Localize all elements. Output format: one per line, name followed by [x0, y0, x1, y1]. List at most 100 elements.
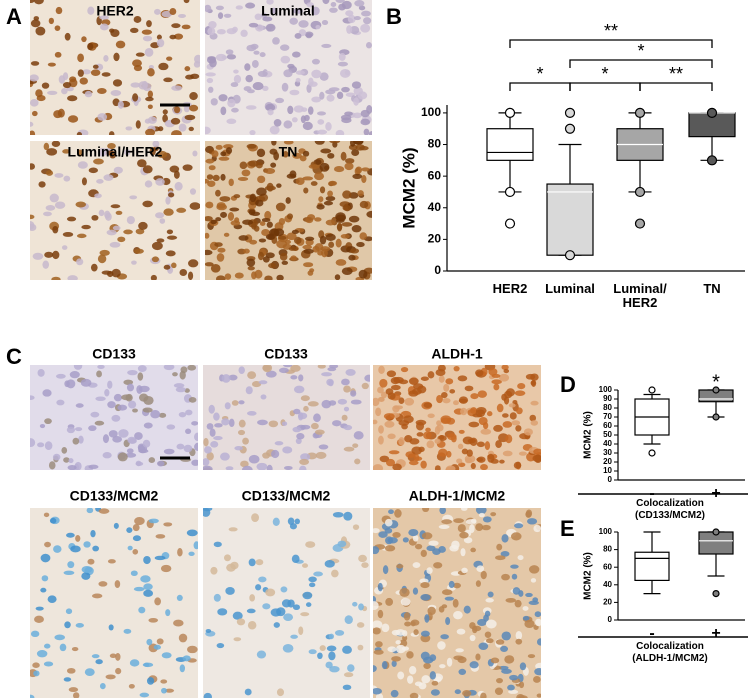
- cell-nucleus: [70, 545, 81, 553]
- cell-nucleus: [290, 375, 298, 380]
- cell-nucleus: [344, 162, 354, 171]
- cell-nucleus: [334, 274, 341, 280]
- cell-nucleus: [62, 149, 71, 154]
- cell-nucleus: [147, 104, 153, 110]
- cell-nucleus: [115, 667, 122, 675]
- panel-letter: D: [560, 372, 576, 397]
- cell-nucleus: [515, 638, 523, 645]
- outlier: [706, 155, 718, 166]
- y-tick-label: 40: [603, 439, 612, 448]
- cell-nucleus: [45, 170, 54, 176]
- cell-nucleus: [81, 566, 93, 573]
- cell-nucleus: [182, 164, 193, 171]
- cell-nucleus: [77, 149, 83, 157]
- cell-nucleus: [247, 371, 257, 380]
- cell-nucleus: [184, 66, 191, 72]
- x-tick-label: TN: [703, 281, 721, 296]
- cell-nucleus: [361, 175, 367, 184]
- cell-nucleus: [221, 418, 230, 426]
- cell-nucleus: [162, 114, 168, 123]
- cell-nucleus: [78, 435, 84, 444]
- cell-nucleus: [113, 522, 119, 529]
- cell-nucleus: [315, 451, 327, 459]
- cell-nucleus: [275, 202, 286, 212]
- cell-nucleus: [454, 689, 462, 695]
- cell-nucleus: [44, 643, 51, 649]
- cell-nucleus: [446, 657, 453, 667]
- cell-nucleus: [273, 151, 280, 161]
- cell-nucleus: [457, 524, 466, 533]
- cell-nucleus: [97, 87, 107, 94]
- cell-nucleus: [203, 465, 213, 470]
- cell-nucleus: [104, 210, 111, 219]
- cell-nucleus: [63, 457, 70, 463]
- cell-nucleus: [328, 241, 335, 248]
- cell-nucleus: [40, 553, 51, 563]
- cell-nucleus: [385, 597, 394, 606]
- cell-nucleus: [476, 406, 487, 415]
- cell-nucleus: [163, 264, 171, 270]
- cell-nucleus: [255, 559, 264, 566]
- cell-nucleus: [519, 662, 527, 671]
- cell-nucleus: [423, 402, 432, 408]
- cell-nucleus: [53, 545, 62, 553]
- cell-nucleus: [335, 214, 347, 222]
- cell-nucleus: [298, 20, 309, 28]
- cell-nucleus: [500, 551, 510, 557]
- cell-nucleus: [54, 25, 61, 32]
- cell-nucleus: [514, 523, 524, 529]
- cell-nucleus: [166, 229, 174, 235]
- cell-nucleus: [155, 212, 165, 219]
- cell-nucleus: [109, 241, 121, 248]
- cell-nucleus: [155, 534, 166, 539]
- micrograph: [203, 365, 370, 470]
- cell-nucleus: [358, 269, 368, 279]
- cell-nucleus: [133, 586, 145, 592]
- cell-nucleus: [288, 246, 299, 251]
- cell-nucleus: [68, 458, 74, 464]
- cell-nucleus: [176, 443, 185, 450]
- cell-nucleus: [534, 668, 541, 676]
- cell-nucleus: [133, 15, 142, 23]
- box: [486, 128, 534, 161]
- cell-nucleus: [79, 77, 88, 85]
- cell-nucleus: [187, 645, 198, 654]
- cell-nucleus: [123, 628, 132, 634]
- cell-nucleus: [326, 378, 334, 386]
- cell-nucleus: [254, 13, 262, 21]
- cell-nucleus: [470, 407, 478, 414]
- cell-nucleus: [327, 152, 335, 159]
- cell-nucleus: [289, 17, 298, 25]
- cell-nucleus: [63, 175, 71, 182]
- cell-nucleus: [178, 633, 188, 643]
- cell-nucleus: [218, 94, 228, 102]
- cell-nucleus: [482, 516, 492, 523]
- cell-nucleus: [432, 548, 441, 556]
- cell-nucleus: [527, 654, 536, 659]
- cell-nucleus: [189, 92, 198, 101]
- cell-nucleus: [127, 370, 138, 376]
- cell-nucleus: [448, 580, 455, 589]
- cell-nucleus: [110, 90, 122, 97]
- cell-nucleus: [295, 70, 306, 75]
- cell-nucleus: [66, 426, 76, 434]
- cell-nucleus: [439, 664, 446, 669]
- cell-nucleus: [95, 396, 106, 401]
- cell-nucleus: [102, 434, 110, 444]
- cell-nucleus: [30, 214, 35, 220]
- cell-nucleus: [142, 439, 151, 448]
- cell-nucleus: [87, 558, 95, 565]
- significance-bracket: [509, 82, 571, 91]
- cell-nucleus: [139, 393, 149, 402]
- cell-nucleus: [135, 228, 145, 235]
- x-tick-label: -: [649, 485, 655, 502]
- cell-nucleus: [93, 158, 104, 165]
- cell-nucleus: [308, 77, 314, 87]
- cell-nucleus: [299, 155, 307, 162]
- cell-nucleus: [224, 273, 232, 280]
- cell-nucleus: [501, 668, 512, 674]
- cell-nucleus: [191, 421, 198, 426]
- cell-nucleus: [326, 94, 335, 102]
- cell-nucleus: [193, 541, 198, 550]
- cell-nucleus: [258, 238, 267, 243]
